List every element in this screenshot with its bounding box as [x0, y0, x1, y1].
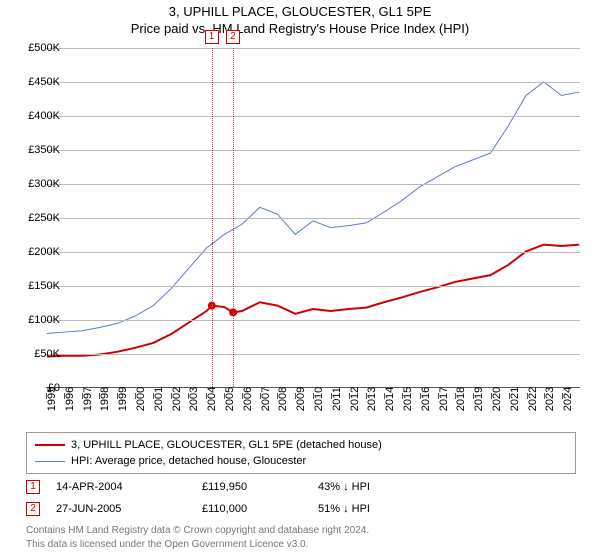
y-tick-label: £100K [28, 314, 60, 326]
legend-item: HPI: Average price, detached house, Glou… [35, 453, 567, 469]
legend-swatch [35, 444, 65, 446]
y-tick-label: £150K [28, 280, 60, 292]
x-tick-label: 2013 [366, 387, 378, 411]
title-subtitle: Price paid vs. HM Land Registry's House … [0, 21, 600, 36]
x-tick-label: 2002 [171, 387, 183, 411]
legend-item: 3, UPHILL PLACE, GLOUCESTER, GL1 5PE (de… [35, 437, 567, 453]
sale-vs-hpi: 43% ↓ HPI [318, 481, 418, 493]
y-tick-label: £250K [28, 212, 60, 224]
x-tick-label: 1997 [82, 387, 94, 411]
y-tick-label: £400K [28, 110, 60, 122]
x-tick-label: 1998 [99, 387, 111, 411]
gridline [46, 184, 580, 185]
x-tick-label: 2017 [438, 387, 450, 411]
x-tick-label: 2006 [242, 387, 254, 411]
gridline [46, 48, 580, 49]
gridline [46, 354, 580, 355]
x-tick-label: 2020 [491, 387, 503, 411]
x-tick-label: 2009 [295, 387, 307, 411]
x-tick-label: 2012 [349, 387, 361, 411]
titles: 3, UPHILL PLACE, GLOUCESTER, GL1 5PE Pri… [0, 0, 600, 36]
x-tick-label: 2019 [473, 387, 485, 411]
chart-container: 3, UPHILL PLACE, GLOUCESTER, GL1 5PE Pri… [0, 0, 600, 560]
gridline [46, 252, 580, 253]
x-tick-label: 2011 [331, 387, 343, 411]
plot-area: 1995199619971998199920002001200220032004… [46, 48, 580, 388]
x-tick-label: 2005 [224, 387, 236, 411]
sale-marker-badge: 1 [205, 30, 219, 44]
sale-marker-line [212, 48, 213, 387]
sale-marker-badge: 1 [26, 480, 40, 494]
footnote-line: Contains HM Land Registry data © Crown c… [26, 524, 576, 538]
gridline [46, 218, 580, 219]
sales-row: 2 27-JUN-2005 £110,000 51% ↓ HPI [26, 498, 576, 520]
sale-vs-hpi: 51% ↓ HPI [318, 503, 418, 515]
footnote: Contains HM Land Registry data © Crown c… [26, 524, 576, 551]
x-tick-label: 2022 [527, 387, 539, 411]
x-tick-label: 2003 [188, 387, 200, 411]
sales-table: 1 14-APR-2004 £119,950 43% ↓ HPI 2 27-JU… [26, 476, 576, 520]
x-tick-label: 2018 [455, 387, 467, 411]
y-tick-label: £0 [48, 382, 60, 394]
x-tick-label: 2024 [562, 387, 574, 411]
y-tick-label: £50K [34, 348, 60, 360]
gridline [46, 286, 580, 287]
sales-row: 1 14-APR-2004 £119,950 43% ↓ HPI [26, 476, 576, 498]
x-tick-label: 2023 [544, 387, 556, 411]
title-address: 3, UPHILL PLACE, GLOUCESTER, GL1 5PE [0, 4, 600, 19]
gridline [46, 150, 580, 151]
x-tick-label: 2016 [420, 387, 432, 411]
x-tick-label: 1999 [117, 387, 129, 411]
gridline [46, 116, 580, 117]
series-line-property [47, 245, 579, 357]
x-tick-label: 2014 [384, 387, 396, 411]
x-tick-label: 2007 [260, 387, 272, 411]
x-tick-label: 2001 [153, 387, 165, 411]
sale-marker-badge: 2 [226, 30, 240, 44]
legend-label: 3, UPHILL PLACE, GLOUCESTER, GL1 5PE (de… [71, 439, 382, 451]
x-tick-label: 2000 [135, 387, 147, 411]
sale-marker-badge: 2 [26, 502, 40, 516]
sale-price: £119,950 [202, 481, 312, 493]
y-tick-label: £350K [28, 144, 60, 156]
x-tick-label: 2008 [277, 387, 289, 411]
x-tick-label: 2021 [509, 387, 521, 411]
x-tick-label: 2010 [313, 387, 325, 411]
legend-swatch [35, 461, 65, 462]
footnote-line: This data is licensed under the Open Gov… [26, 538, 576, 552]
y-tick-label: £200K [28, 246, 60, 258]
gridline [46, 82, 580, 83]
x-tick-label: 2004 [206, 387, 218, 411]
y-tick-label: £300K [28, 178, 60, 190]
gridline [46, 320, 580, 321]
x-tick-label: 2015 [402, 387, 414, 411]
sale-marker-line [233, 48, 234, 387]
series-line-hpi [47, 82, 579, 334]
sale-price: £110,000 [202, 503, 312, 515]
sale-date: 27-JUN-2005 [56, 503, 196, 515]
legend-label: HPI: Average price, detached house, Glou… [71, 455, 306, 467]
y-tick-label: £500K [28, 42, 60, 54]
y-tick-label: £450K [28, 76, 60, 88]
legend: 3, UPHILL PLACE, GLOUCESTER, GL1 5PE (de… [26, 432, 576, 474]
x-tick-label: 1996 [64, 387, 76, 411]
sale-date: 14-APR-2004 [56, 481, 196, 493]
